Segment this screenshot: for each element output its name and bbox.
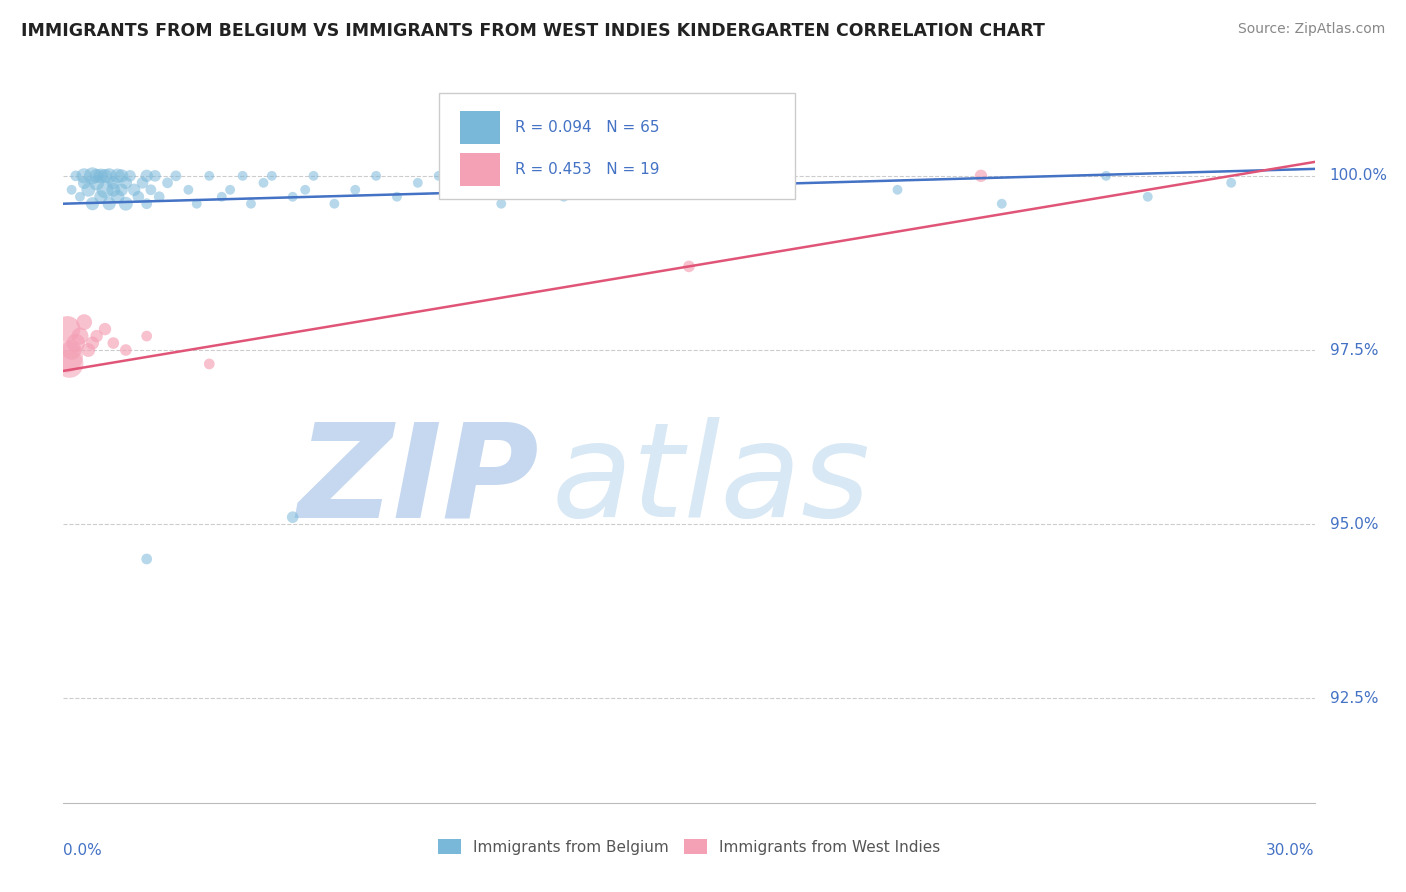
- Point: [111, 169, 134, 183]
- Point: [323, 196, 346, 211]
- Point: [82, 196, 104, 211]
- Point: [239, 196, 263, 211]
- Point: [281, 190, 304, 204]
- Point: [143, 169, 166, 183]
- Point: [427, 169, 450, 183]
- Text: 30.0%: 30.0%: [1267, 843, 1315, 858]
- Point: [115, 196, 138, 211]
- Point: [139, 183, 162, 197]
- Point: [86, 169, 108, 183]
- Point: [470, 183, 492, 197]
- Point: [56, 350, 79, 364]
- Point: [94, 322, 117, 336]
- Point: [86, 329, 108, 343]
- Point: [260, 169, 283, 183]
- Point: [73, 315, 96, 329]
- Point: [65, 336, 87, 351]
- Point: [73, 169, 96, 183]
- Point: [60, 343, 83, 357]
- Point: [366, 169, 388, 183]
- Point: [94, 183, 117, 197]
- Point: [118, 169, 141, 183]
- Point: [491, 196, 513, 211]
- Point: [111, 183, 134, 197]
- Text: 100.0%: 100.0%: [1330, 169, 1388, 184]
- Point: [156, 176, 179, 190]
- Point: [302, 169, 325, 183]
- Text: R = 0.094   N = 65: R = 0.094 N = 65: [515, 120, 659, 136]
- Point: [232, 169, 254, 183]
- Point: [177, 183, 200, 197]
- Point: [991, 196, 1014, 211]
- Point: [344, 183, 367, 197]
- Text: ZIP: ZIP: [297, 417, 538, 544]
- Point: [107, 190, 129, 204]
- Point: [886, 183, 908, 197]
- Point: [553, 190, 575, 204]
- Point: [385, 190, 408, 204]
- Text: atlas: atlas: [551, 417, 870, 544]
- Text: 0.0%: 0.0%: [63, 843, 103, 858]
- Point: [510, 169, 533, 183]
- Point: [198, 169, 221, 183]
- Point: [103, 176, 125, 190]
- Point: [198, 357, 221, 371]
- Point: [1136, 190, 1159, 204]
- Point: [90, 190, 112, 204]
- Point: [1220, 176, 1243, 190]
- Point: [58, 357, 80, 371]
- Bar: [460, 112, 501, 145]
- Point: [131, 176, 153, 190]
- Point: [406, 176, 429, 190]
- Point: [82, 336, 104, 351]
- Point: [77, 183, 100, 197]
- Point: [281, 510, 304, 524]
- Point: [65, 169, 87, 183]
- Point: [82, 169, 104, 183]
- FancyBboxPatch shape: [439, 94, 796, 200]
- Point: [115, 343, 138, 357]
- Point: [165, 169, 187, 183]
- Point: [69, 329, 91, 343]
- Point: [56, 322, 79, 336]
- Point: [720, 169, 742, 183]
- Text: 92.5%: 92.5%: [1330, 690, 1378, 706]
- Point: [148, 190, 170, 204]
- Point: [122, 183, 145, 197]
- Point: [103, 183, 125, 197]
- Point: [86, 176, 108, 190]
- Point: [69, 190, 91, 204]
- Bar: [460, 153, 501, 186]
- Point: [94, 169, 117, 183]
- Point: [107, 169, 129, 183]
- Point: [219, 183, 242, 197]
- Text: R = 0.453   N = 19: R = 0.453 N = 19: [515, 161, 659, 177]
- Point: [135, 329, 157, 343]
- Point: [211, 190, 233, 204]
- Point: [636, 176, 658, 190]
- Text: 95.0%: 95.0%: [1330, 516, 1378, 532]
- Point: [294, 183, 316, 197]
- Text: IMMIGRANTS FROM BELGIUM VS IMMIGRANTS FROM WEST INDIES KINDERGARTEN CORRELATION : IMMIGRANTS FROM BELGIUM VS IMMIGRANTS FR…: [21, 22, 1045, 40]
- Point: [135, 196, 157, 211]
- Point: [103, 336, 125, 351]
- Point: [186, 196, 208, 211]
- Point: [252, 176, 274, 190]
- Text: 97.5%: 97.5%: [1330, 343, 1378, 358]
- Text: Source: ZipAtlas.com: Source: ZipAtlas.com: [1237, 22, 1385, 37]
- Point: [98, 196, 121, 211]
- Legend: Immigrants from Belgium, Immigrants from West Indies: Immigrants from Belgium, Immigrants from…: [432, 833, 946, 861]
- Point: [60, 183, 83, 197]
- Point: [98, 169, 121, 183]
- Point: [135, 552, 157, 566]
- Point: [970, 169, 993, 183]
- Point: [90, 169, 112, 183]
- Point: [73, 176, 96, 190]
- Point: [1095, 169, 1118, 183]
- Point: [127, 190, 149, 204]
- Point: [678, 260, 700, 274]
- Point: [115, 176, 138, 190]
- Point: [77, 343, 100, 357]
- Point: [135, 169, 157, 183]
